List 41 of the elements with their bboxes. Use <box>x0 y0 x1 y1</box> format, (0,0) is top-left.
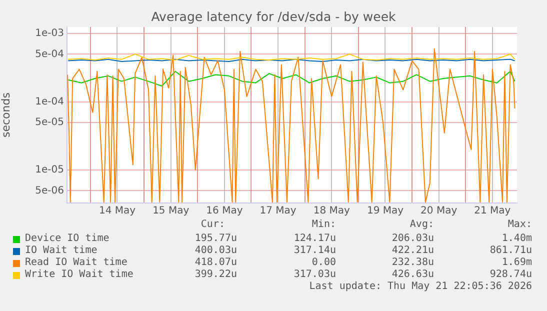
x-tick-label: 20 May <box>420 206 458 217</box>
x-tick-label: 21 May <box>474 206 511 217</box>
x-tick-label: 18 May <box>313 206 350 217</box>
y-tick-label: 5e-05 <box>35 117 64 128</box>
x-tick-label: 16 May <box>206 206 243 217</box>
text: 399.22u <box>194 269 237 280</box>
y-tick-label: 1e-04 <box>35 96 64 108</box>
x-tick-label: 15 May <box>152 206 190 217</box>
text: 418.07u <box>194 257 237 268</box>
y-tick-label: 5e-04 <box>35 48 64 60</box>
x-tick-label: 14 May <box>98 206 136 217</box>
x-tick-label: 17 May <box>260 206 296 217</box>
text: Last update: Thu May 21 22:05:36 2026 <box>309 281 532 292</box>
y-axis-title: seconds <box>0 92 12 138</box>
legend-label: Read IO Wait time <box>25 257 128 268</box>
text: 317.14u <box>294 245 336 256</box>
chart-title: Average latency for /dev/sda - by week <box>150 9 397 24</box>
text: 861.71u <box>490 245 532 256</box>
text: 232.38u <box>392 257 434 268</box>
legend-label: Write IO Wait time <box>25 269 134 280</box>
x-tick-label: 19 May <box>366 206 404 217</box>
text: 1.40m <box>502 233 532 244</box>
y-tick-label: 1e-05 <box>35 164 64 176</box>
text: Min: <box>312 219 336 230</box>
text: 195.77u <box>194 233 237 244</box>
text: 317.03u <box>294 269 336 280</box>
text: 1.69m <box>502 257 532 268</box>
text: Max: <box>508 219 532 230</box>
text: Avg: <box>410 219 434 230</box>
text: 0.00 <box>312 257 336 268</box>
y-tick-label: 5e-06 <box>35 185 64 196</box>
legend-label: Device IO time <box>25 233 110 244</box>
text: 124.17u <box>294 233 336 244</box>
legend-label: IO Wait time <box>25 245 98 256</box>
text: 206.03u <box>392 233 434 244</box>
text: Cur: <box>200 219 225 230</box>
text: 426.63u <box>392 269 434 280</box>
text: 400.03u <box>194 245 237 256</box>
text: 928.74u <box>490 269 532 280</box>
text: 422.21u <box>392 245 434 256</box>
y-tick-label: 1e-03 <box>35 28 64 40</box>
